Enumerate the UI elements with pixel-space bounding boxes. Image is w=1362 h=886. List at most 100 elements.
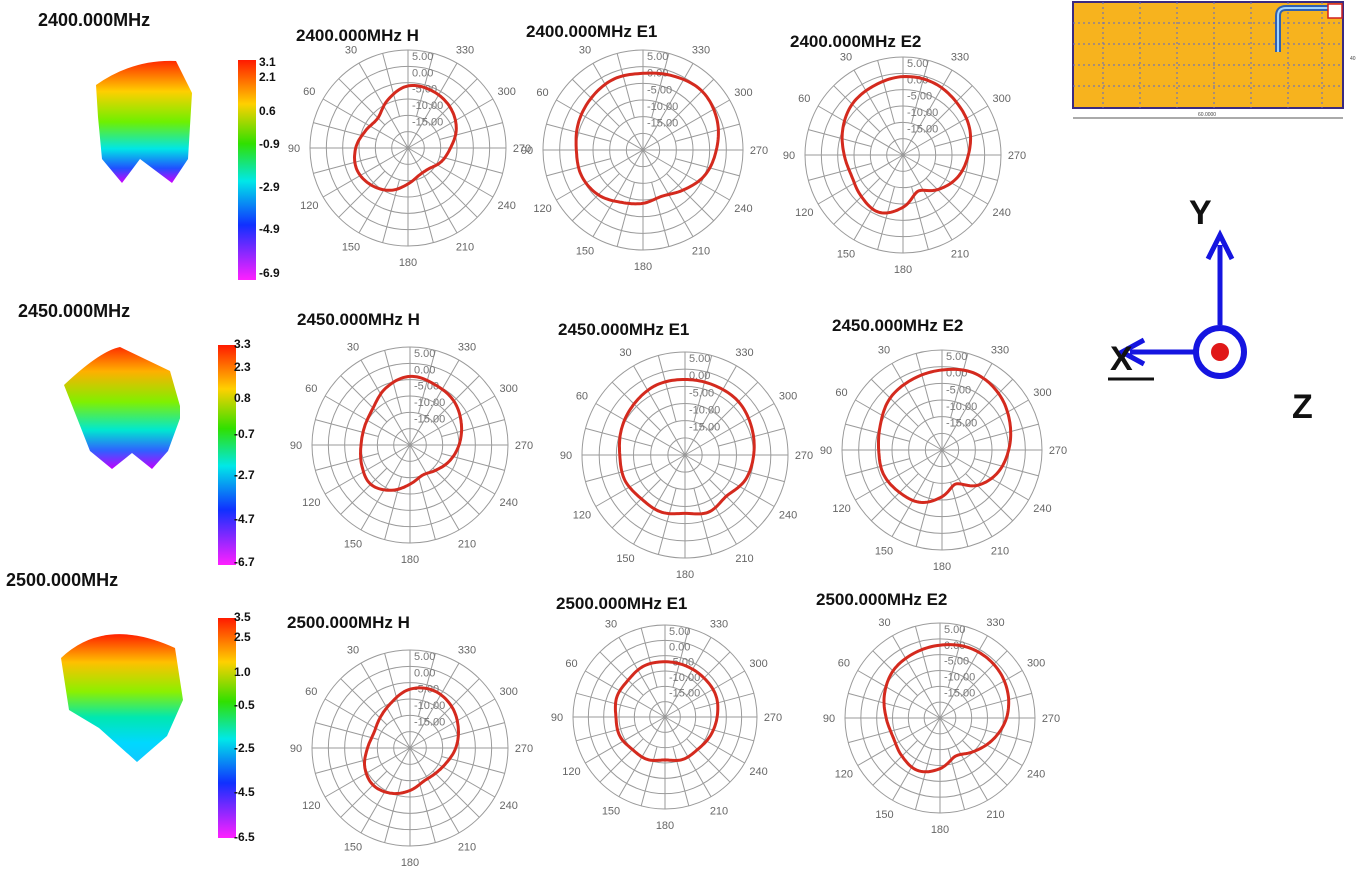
polar-spoke [415,53,434,117]
polar-spoke [642,149,730,201]
polar-angle-label: 300 [1033,387,1051,399]
polar-spoke [664,716,745,764]
polar-angle-label: 330 [710,618,728,630]
polar-spoke [409,747,496,798]
polar-ring-label: -15.00 [689,422,720,434]
coordinate-axes [1108,229,1247,381]
polar-angle-label: 270 [515,440,533,452]
polar-spoke [616,53,635,118]
polar-ring-label: -15.00 [944,687,975,699]
polar-angle-label: 150 [602,806,620,818]
polar-angle-label: 210 [458,842,476,854]
polar-spoke [441,452,505,471]
polar-spoke [441,722,505,741]
polar-spoke [324,747,411,798]
polar-spoke [409,662,460,749]
polar-plot-row2-e1: 3303002702402101801501209060305.000.00-5… [560,347,813,581]
3d-gain-pattern-row3 [61,634,183,762]
polar-angle-label: 120 [835,769,853,781]
polar-spoke [666,78,715,127]
polar-angle-label: 90 [823,713,835,725]
polar-spoke [892,717,941,801]
polar-spoke [708,381,759,432]
polar-ring-label: 5.00 [946,351,967,363]
polar-angle-label: 150 [342,242,360,254]
polar-spoke [407,147,458,234]
polar-angle-label: 180 [933,561,951,573]
polar-spoke [384,653,403,717]
polar-spoke [585,670,666,718]
polar-spoke [611,478,662,529]
polar-spoke [664,637,712,718]
polar-spoke [313,155,377,174]
polar-spoke [934,162,998,181]
polar-spoke [693,355,713,422]
board-height-label: 40 [1350,56,1356,62]
polar-angle-label: 180 [931,824,949,836]
polar-spoke [432,678,480,726]
polar-ring-label: 5.00 [689,353,710,365]
polar-angle-label: 150 [344,842,362,854]
polar-angle-label: 150 [576,245,594,257]
polar-ring-label: -5.00 [689,387,714,399]
polar-angle-label: 330 [456,44,474,56]
polar-spoke [808,129,872,148]
polar-spoke [611,381,662,432]
radiation-pattern-curve [352,84,458,192]
polar-ring-label: -15.00 [907,123,938,135]
colorbar-row2 [218,345,236,565]
polar-spoke [407,98,494,149]
3d-gain-pattern-row1 [96,60,192,183]
polar-spoke [808,162,872,181]
polar-ring-label: -5.00 [647,84,672,96]
polar-angle-label: 60 [835,387,847,399]
polar-angle-label: 210 [458,539,476,551]
polar-angle-label: 60 [576,391,588,403]
polar-title: 2450.000MHz H [297,310,420,329]
polar-ring-label: -15.00 [669,687,700,699]
polar-title: 2400.000MHz E2 [790,32,922,51]
polar-spoke [430,170,478,218]
polar-angle-label: 60 [565,658,577,670]
colorbar-row1 [238,60,256,280]
colorbar-tick: -4.5 [234,785,255,799]
polar-spoke [857,717,941,766]
polar-spoke [633,454,686,545]
polar-spoke [684,454,737,545]
polar-angle-label: 270 [1008,150,1026,162]
polar-angle-label: 300 [1027,658,1045,670]
polar-spoke [914,748,933,810]
polar-spoke [686,651,731,696]
polar-spoke [441,755,505,774]
polar-spoke [686,738,731,783]
polar-spoke [409,698,496,749]
polar-spoke [315,755,379,774]
polar-angle-label: 180 [894,264,912,276]
colorbar-tick: 0.8 [234,391,251,405]
polar-grid [311,649,509,847]
polar-angle-label: 300 [993,93,1011,105]
polar-spoke [853,154,904,241]
polar-spoke [877,186,896,250]
radiation-pattern-curve [363,686,461,796]
polar-spoke [415,179,434,243]
polar-spoke [360,444,411,531]
polar-spoke [430,78,478,126]
polar-plot-row1-e1: 3303002702402101801501209060305.000.00-5… [521,45,768,273]
polar-spoke [965,473,1014,522]
polar-plot-row1-h: 3303002702402101801501209060305.000.00-5… [288,44,531,269]
polar-spoke [877,60,896,124]
polar-spoke [718,427,785,447]
polar-spoke [384,476,403,540]
polar-angle-label: 60 [305,686,317,698]
polar-spoke [546,123,611,142]
polar-angle-label: 150 [616,553,634,565]
polar-spoke [925,177,973,225]
polar-spoke [642,99,730,151]
polar-title: 2450.000MHz E2 [832,316,964,335]
radiation-pattern-curve [617,378,756,516]
polar-spoke [439,122,503,141]
polar-spoke [595,403,686,456]
polar-spoke [360,662,411,749]
radiation-pattern-curve [358,374,464,492]
